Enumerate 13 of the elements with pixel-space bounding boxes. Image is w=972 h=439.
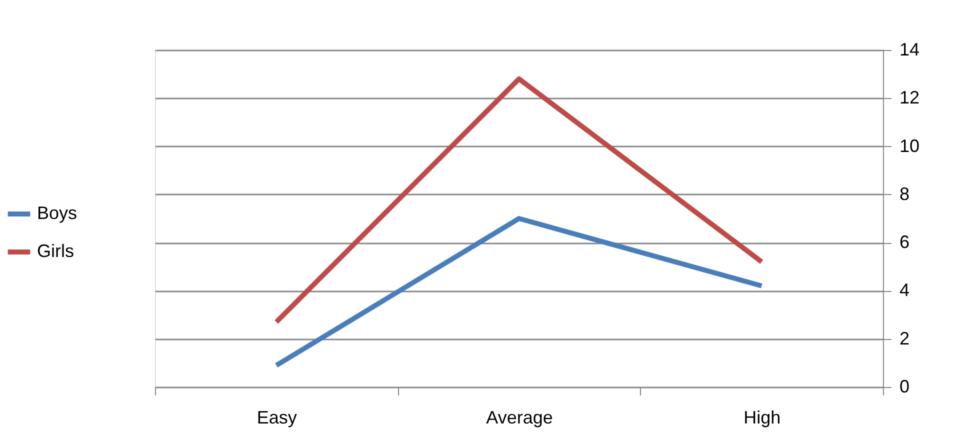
- y-tick-label: 0: [900, 376, 910, 396]
- legend-label: Girls: [37, 241, 74, 261]
- y-tick-label: 4: [900, 280, 910, 300]
- x-tick-label: Easy: [256, 408, 297, 428]
- y-tick-label: 14: [900, 40, 920, 60]
- y-tick-label: 2: [900, 328, 910, 348]
- y-tick-label: 6: [900, 232, 910, 252]
- y-tick-label: 8: [900, 184, 910, 204]
- y-tick-label: 12: [900, 88, 920, 108]
- x-tick-label: Average: [486, 408, 553, 428]
- x-tick-label: High: [744, 408, 781, 428]
- y-tick-label: 10: [900, 136, 920, 156]
- legend-label: Boys: [37, 203, 78, 223]
